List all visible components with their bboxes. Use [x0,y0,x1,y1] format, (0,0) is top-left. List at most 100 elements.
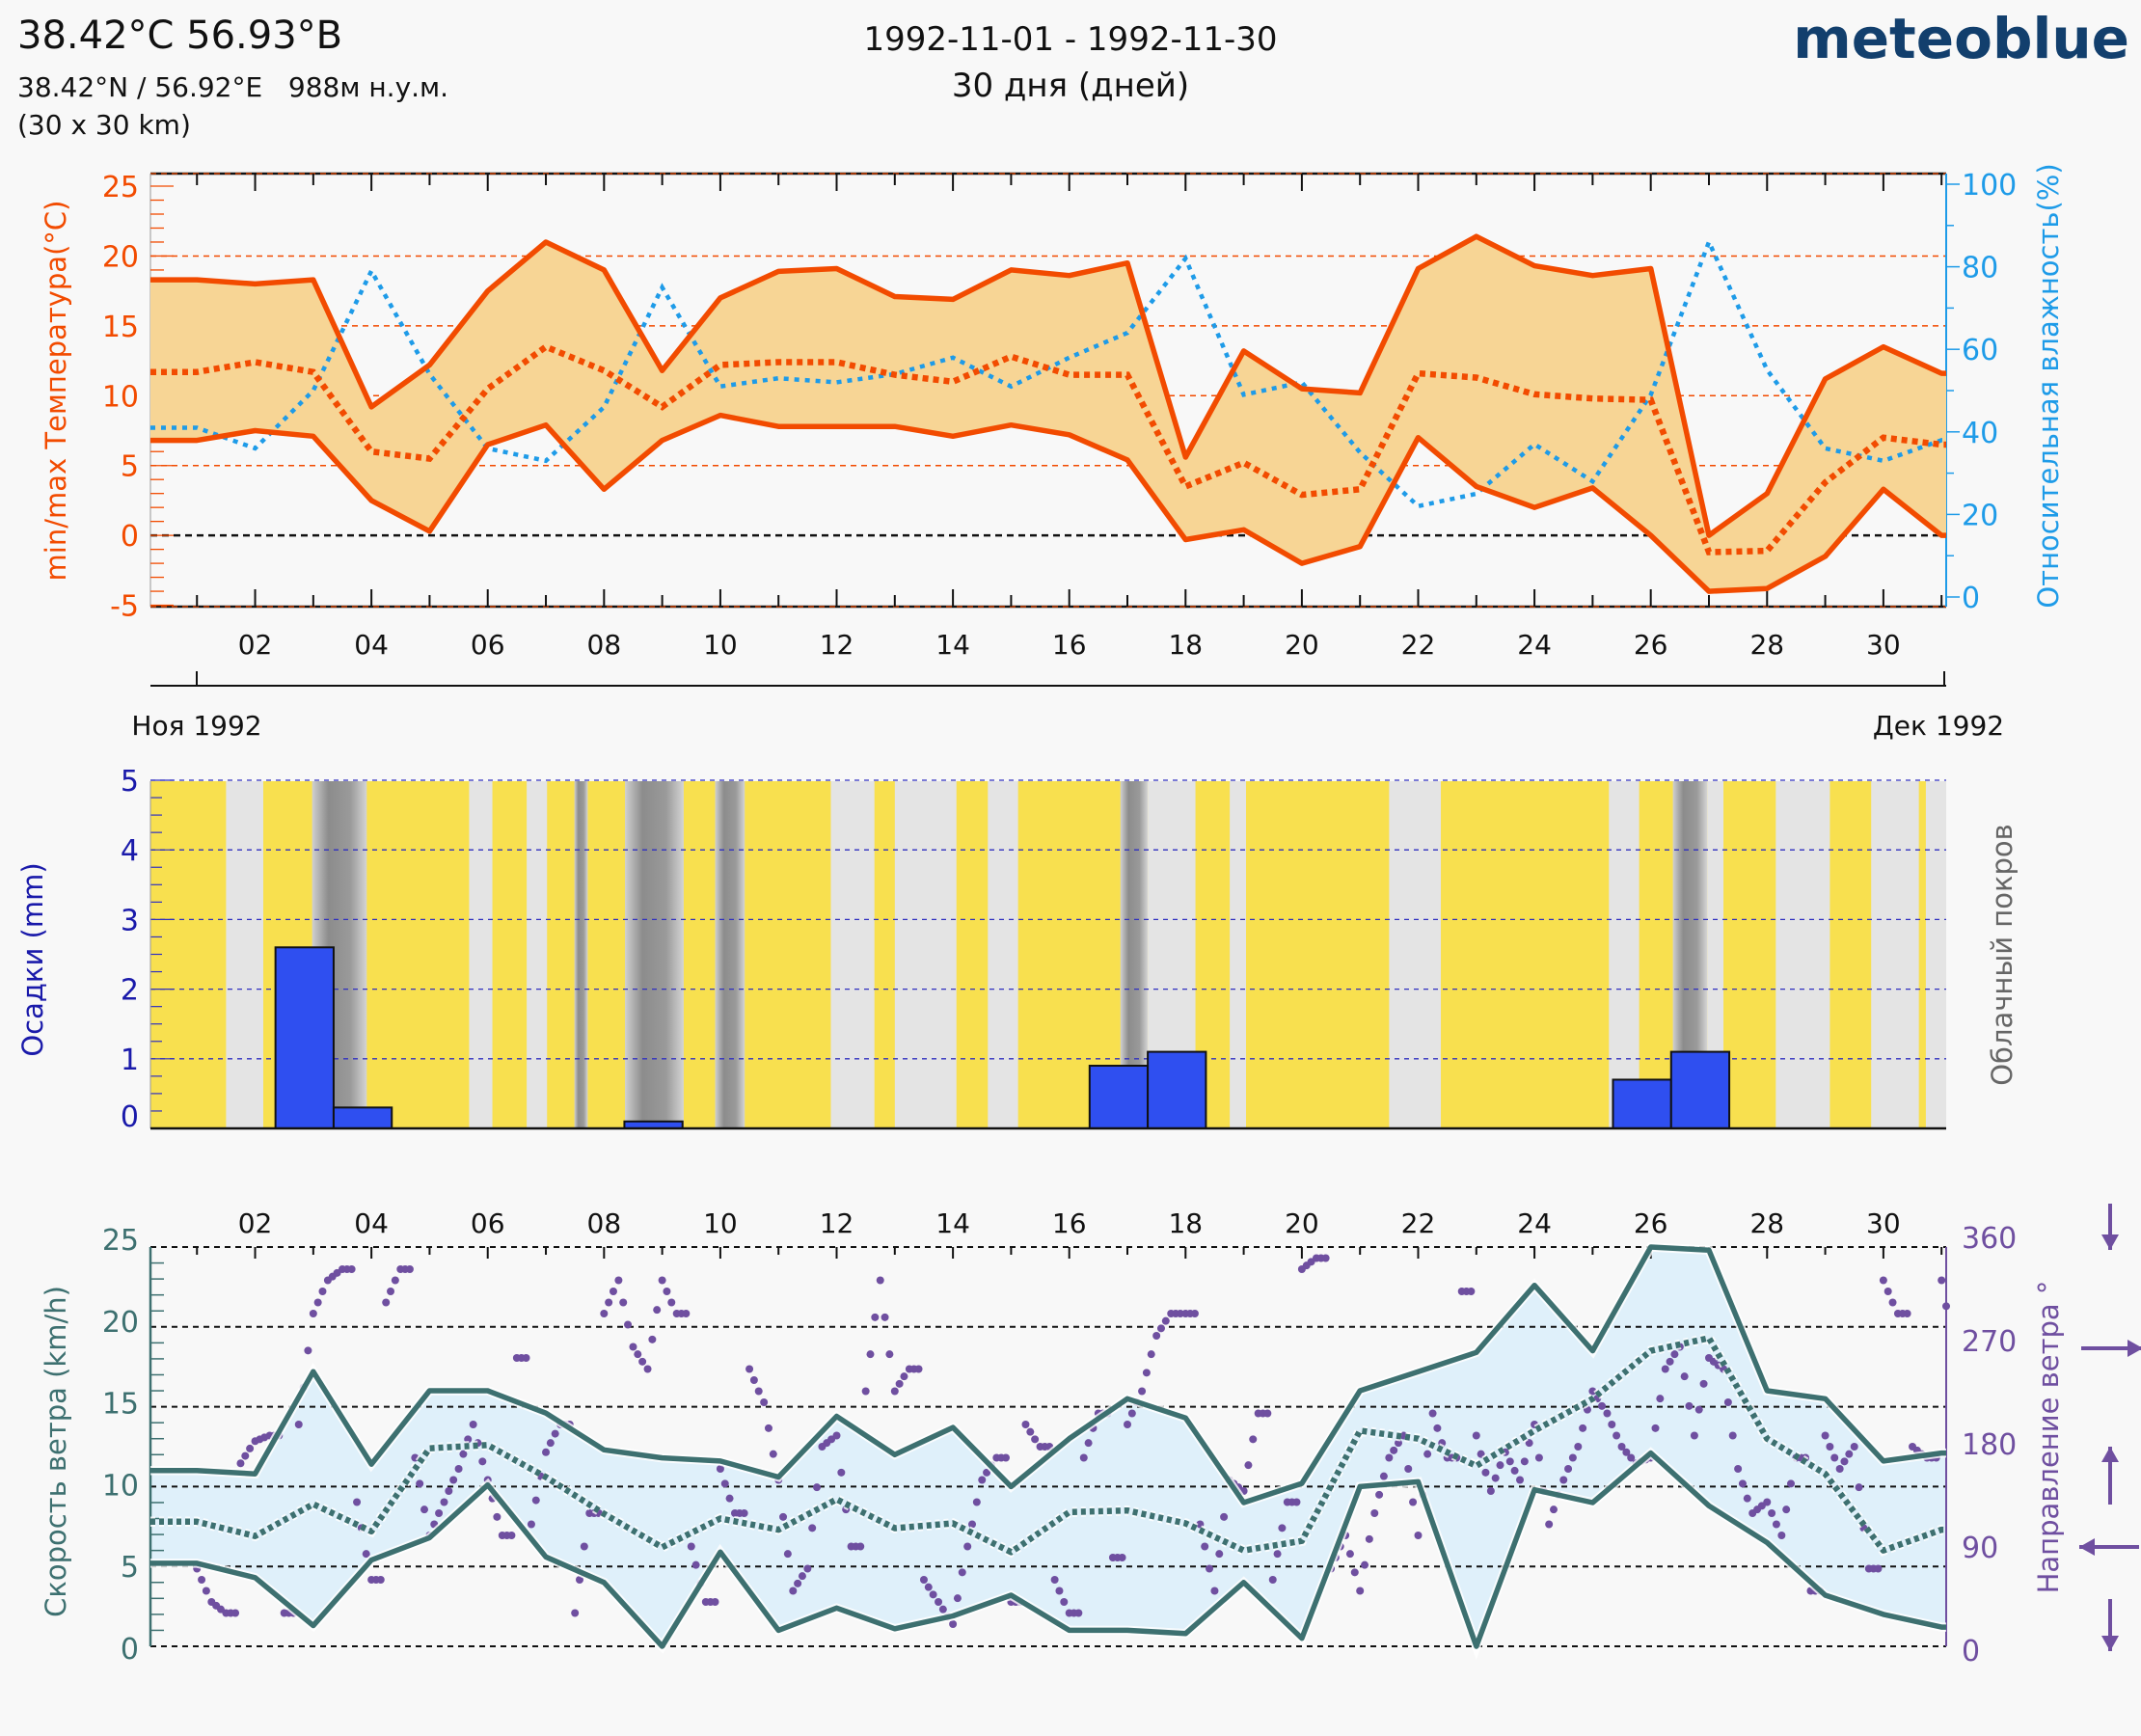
wind-direction-point [760,1398,769,1406]
wind-direction-point [803,1564,812,1573]
wind-direction-point [881,1313,889,1321]
wind-direction-point [682,1310,691,1317]
wind-direction-point [522,1354,530,1362]
wind-direction-point [885,1350,894,1359]
wind-direction-point [1390,1446,1398,1454]
wind-direction-point [362,1550,370,1559]
wind-direction-point [1903,1310,1911,1317]
wind-direction-point [963,1542,972,1551]
wind-direction-point [1345,1550,1354,1559]
wind-direction-point [1244,1461,1253,1470]
x-tick-label: 10 [703,1207,738,1239]
wind-direction-point [890,1387,899,1396]
wind-direction-point [638,1357,647,1366]
wind-direction-point [837,1468,846,1477]
wind-direction-point [832,1431,841,1440]
wind-direction-point [1124,1421,1132,1428]
wind-direction-point [1026,1427,1035,1436]
temperature-min-line [150,412,1946,594]
wind-direction-point [1263,1409,1272,1418]
y2-tick-label: 80 [1962,252,1998,285]
wind-direction-point [1055,1587,1064,1595]
wind-direction-point [1763,1498,1772,1506]
x-tick-label: 04 [354,629,389,661]
x-tick-label: 12 [820,629,854,661]
cloud-cover-band [527,781,548,1128]
x-tick-label: 02 [238,629,273,661]
arrow-head [2101,1636,2119,1651]
x-tick-label: 28 [1749,629,1784,661]
wind-direction-point [929,1590,937,1599]
wind-direction-point [924,1583,933,1591]
wind-direction-point [1835,1465,1844,1473]
wind-direction-point [580,1542,588,1551]
wind-direction-point [798,1572,806,1581]
wind-direction-point [968,1520,977,1529]
wind-direction-point [246,1444,255,1452]
wind-mean-line [150,1335,1946,1556]
wind-direction-point [1661,1365,1669,1373]
wind-direction-point [313,1298,322,1307]
x-tick-label: 22 [1401,1207,1436,1239]
precipitation-bar [1088,1065,1150,1130]
arrow-head [2101,1234,2119,1250]
wind-max-line [150,1244,1946,1505]
wind-direction-point [978,1476,987,1484]
wind-direction-point [1520,1457,1529,1466]
wind-direction-point [1481,1468,1490,1477]
x-tick-label: 06 [471,629,505,661]
wind-direction-point [866,1350,875,1359]
humidity-axis-title: Относительная влажность(%) [2032,163,2065,608]
cloud-cover-band [988,781,1018,1128]
wind-direction-point [653,1306,662,1315]
wind-direction-point [318,1288,327,1295]
wind-direction-point [1138,1387,1147,1396]
y-tick-label: 5 [121,1551,139,1585]
wind-direction-point [1598,1401,1607,1410]
wind-direction-point [1574,1443,1583,1451]
y2-tick-label: 20 [1962,499,1998,532]
wind-direction-point [1680,1372,1689,1381]
cloud-cover-band [715,781,745,1128]
wind-direction-point [236,1459,245,1468]
wind-direction-point [1361,1560,1369,1569]
wind-direction-point [551,1429,559,1438]
y2-tick-label: 0 [1962,1635,1980,1668]
wind-direction-point [1559,1476,1568,1484]
cloud-cover-band [1609,781,1640,1128]
wind-direction-point [571,1609,580,1617]
wind-direction-point [876,1276,884,1285]
wind-direction-point [1215,1550,1224,1559]
wind-direction-point [938,1605,947,1614]
arrow-up-icon [2101,1447,2119,1505]
wind-direction-point [1201,1542,1209,1551]
cloud-cover-band [1230,781,1247,1128]
wind-direction-point [1505,1457,1514,1466]
wind-direction-point [575,1576,583,1584]
y-tick-label: 10 [102,380,139,414]
wind-direction-point [1365,1534,1373,1543]
cloud-cover-band [1871,781,1919,1128]
wind-direction-point [1738,1479,1747,1488]
arrow-right-icon [2081,1340,2141,1357]
wind-direction-point [382,1298,391,1307]
wind-direction-point [1001,1453,1010,1462]
wind-direction-point [542,1448,551,1456]
wind-direction-point [711,1598,719,1606]
y-tick-label: 0 [121,1100,139,1134]
wind-direction-point [749,1376,758,1384]
wind-direction-point [754,1387,763,1396]
precipitation-bar [1147,1050,1207,1129]
wind-direction-point [1050,1576,1059,1584]
x-tick-label: 04 [354,1207,389,1239]
wind-direction-point [1879,1276,1887,1285]
wind-direction-point [1782,1505,1791,1514]
x-tick-label: 22 [1401,629,1436,661]
wind-direction-point [1127,1409,1136,1418]
cloud-cover-band [574,781,588,1128]
wind-direction-point [716,1465,724,1473]
wind-direction-point [783,1550,792,1559]
x-tick-label: 08 [587,629,622,661]
wind-direction-point [1152,1332,1161,1340]
date-range: 1992-11-01 - 1992-11-30 [863,20,1277,59]
